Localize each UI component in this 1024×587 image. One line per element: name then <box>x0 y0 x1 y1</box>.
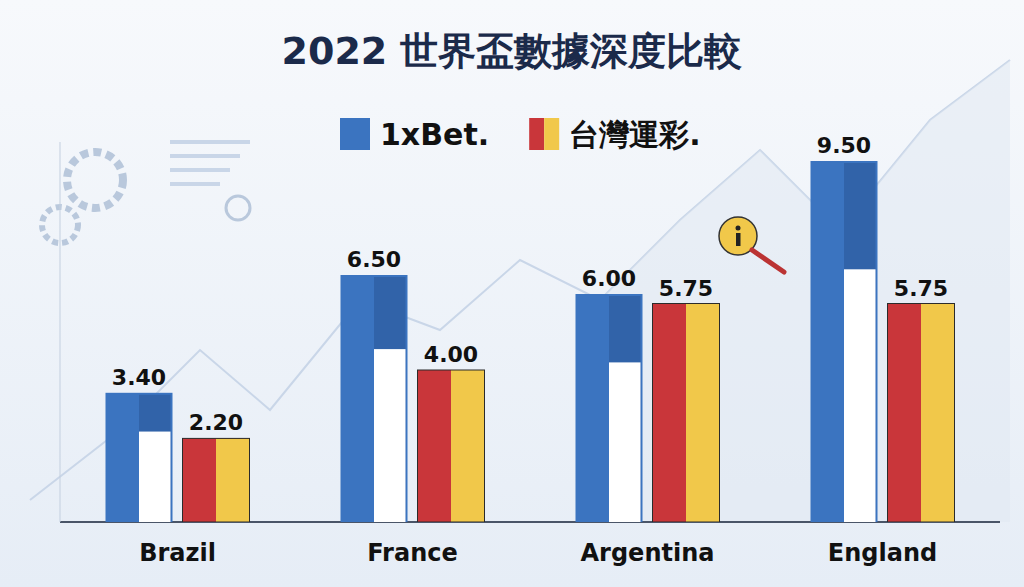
data-label: 5.75 <box>894 276 948 301</box>
data-label: 2.20 <box>189 410 243 435</box>
bar-shade <box>609 296 641 522</box>
bar-shade <box>844 163 876 522</box>
y-axis <box>60 142 61 522</box>
bar <box>183 438 250 522</box>
decor-doc-line <box>170 182 220 186</box>
title: 2022 世界盃數據深度比較 <box>282 29 743 73</box>
bar-outline <box>888 304 955 523</box>
legend-swatch <box>529 118 544 150</box>
x-tick-label: Argentina <box>581 539 715 567</box>
bar-stripe <box>921 304 955 523</box>
bar-highlight <box>609 362 641 522</box>
bar-outline <box>183 438 250 522</box>
decor-doc-line <box>170 154 240 158</box>
bar-shade <box>139 395 171 522</box>
x-tick-label: England <box>828 539 937 567</box>
bar-stripe <box>451 370 485 522</box>
chart: 2022 世界盃數據深度比較 1xBet. 台灣運彩. 3.40 2.20 6.50 4.0… <box>0 0 1024 587</box>
legend-swatch <box>544 118 559 150</box>
bar-highlight <box>844 269 876 522</box>
bar-highlight <box>139 432 171 522</box>
legend-label: 台灣運彩. <box>569 117 700 152</box>
x-tick-label: Brazil <box>139 539 216 567</box>
decor-gear <box>67 152 123 208</box>
decor-info <box>736 233 741 246</box>
bar-stripe <box>216 438 250 522</box>
legend: 1xBet. 台灣運彩. <box>340 117 701 152</box>
bar <box>811 161 878 522</box>
data-label: 6.50 <box>347 247 401 272</box>
bar-outline <box>418 370 485 522</box>
bar <box>341 275 408 522</box>
bar-shade <box>374 277 406 522</box>
bar-outline <box>653 304 720 523</box>
bar <box>418 370 485 522</box>
decor-info <box>752 250 784 272</box>
decor-doc-line <box>170 140 250 144</box>
data-label: 9.50 <box>817 133 871 158</box>
bar <box>653 304 720 523</box>
data-labels: 3.40 2.20 6.50 4.00 6.00 5.75 9.50 5.75 <box>112 133 948 435</box>
bar-highlight <box>374 349 406 522</box>
data-label: 6.00 <box>582 266 636 291</box>
bar <box>888 304 955 523</box>
bars <box>106 161 955 522</box>
decor-info <box>736 226 741 231</box>
data-label: 3.40 <box>112 365 166 390</box>
x-tick-label: France <box>367 539 457 567</box>
legend-label: 1xBet. <box>380 117 489 152</box>
decor-doc-line <box>170 168 230 172</box>
data-label: 5.75 <box>659 276 713 301</box>
decor-lens <box>226 196 250 220</box>
bar-stripe <box>686 304 720 523</box>
legend-swatch <box>340 118 370 150</box>
background <box>0 0 1024 587</box>
bar <box>576 294 643 522</box>
data-label: 4.00 <box>424 342 478 367</box>
bar <box>106 393 173 522</box>
